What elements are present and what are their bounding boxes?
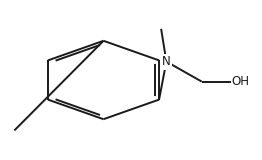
Text: N: N bbox=[162, 55, 171, 68]
Text: OH: OH bbox=[232, 75, 250, 88]
